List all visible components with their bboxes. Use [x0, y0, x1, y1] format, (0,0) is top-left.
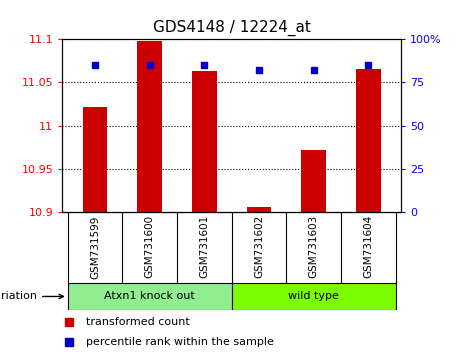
Bar: [356, 69, 381, 212]
Bar: [137, 41, 162, 212]
Text: GSM731603: GSM731603: [308, 215, 319, 279]
Text: genotype/variation: genotype/variation: [0, 291, 63, 302]
Text: Atxn1 knock out: Atxn1 knock out: [104, 291, 195, 302]
Text: GSM731604: GSM731604: [363, 215, 373, 279]
Bar: [231, 283, 396, 310]
Text: GSM731600: GSM731600: [145, 215, 155, 278]
Title: GDS4148 / 12224_at: GDS4148 / 12224_at: [153, 20, 311, 36]
Text: transformed count: transformed count: [86, 318, 190, 327]
Bar: [83, 107, 107, 212]
Text: GSM731601: GSM731601: [199, 215, 209, 279]
Bar: [192, 71, 217, 212]
Text: GSM731602: GSM731602: [254, 215, 264, 279]
Bar: [68, 283, 232, 310]
Text: GSM731599: GSM731599: [90, 215, 100, 279]
Text: wild type: wild type: [288, 291, 339, 302]
Bar: [247, 207, 271, 212]
Text: percentile rank within the sample: percentile rank within the sample: [86, 337, 274, 347]
Bar: [301, 150, 326, 212]
